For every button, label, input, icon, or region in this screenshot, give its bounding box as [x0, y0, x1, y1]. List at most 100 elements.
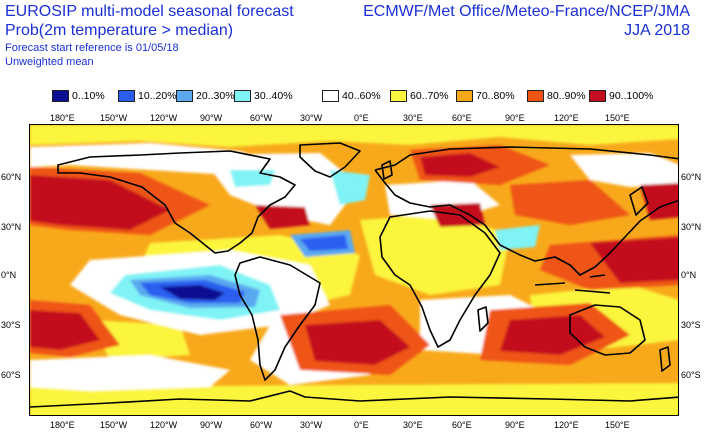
centres-label: ECMWF/Met Office/Meteo-France/NCEP/JMA: [363, 3, 690, 20]
yellow-zone: [30, 383, 678, 415]
lon-tick-label: 150°W: [100, 113, 128, 123]
legend-item: 90..100%: [589, 89, 653, 103]
lon-tick-label: 120°E: [554, 113, 579, 123]
lon-tick-label: 30°E: [403, 113, 423, 123]
lon-tick-label: 120°W: [150, 113, 178, 123]
darkred-zone: [305, 320, 410, 365]
lat-tick-label: 0°N: [681, 270, 697, 280]
legend-swatch: [118, 90, 135, 102]
coast-japan: [629, 186, 649, 216]
lat-tick-label: 60°N: [681, 172, 702, 182]
darkred-zone: [500, 315, 605, 355]
legend-swatch: [527, 90, 544, 102]
yellow-zone: [30, 125, 678, 147]
lon-tick-label: 180°E: [50, 420, 75, 430]
cyan-zone: [330, 170, 370, 205]
lat-tick-label: 30°S: [1, 320, 21, 330]
legend-item: 0..10%: [52, 89, 105, 103]
probability-map: [30, 125, 678, 415]
coast-greenland: [299, 142, 361, 178]
cyan-zone: [230, 170, 275, 187]
coast-indonesia: [534, 274, 611, 294]
cyan-zone: [495, 225, 540, 250]
lon-tick-label: 180°E: [50, 113, 75, 123]
legend-label: 30..40%: [254, 90, 293, 102]
legend-item: 60..70%: [390, 89, 449, 103]
lat-tick-label: 0°N: [1, 270, 17, 280]
legend-swatch: [234, 90, 251, 102]
legend-item: 70..80%: [456, 89, 515, 103]
legend-swatch: [322, 90, 339, 102]
lon-tick-label: 0°E: [354, 420, 369, 430]
lon-tick-label: 90°W: [200, 113, 223, 123]
legend-item: 10..20%: [118, 89, 177, 103]
lat-tick-label: 60°S: [681, 370, 701, 380]
darkred-zone: [30, 175, 170, 230]
lon-tick-label: 120°W: [150, 420, 178, 430]
lon-tick-label: 150°E: [605, 113, 630, 123]
lon-tick-label: 90°E: [505, 113, 525, 123]
lat-tick-label: 60°N: [1, 172, 22, 182]
lon-tick-label: 60°W: [250, 113, 273, 123]
legend-swatch: [456, 90, 473, 102]
lon-tick-label: 90°W: [200, 420, 223, 430]
yellow-zone: [90, 320, 190, 360]
coastlines: [30, 142, 678, 408]
legend-label: 20..30%: [196, 90, 235, 102]
map-panel: [29, 124, 679, 416]
coast-africa: [379, 210, 501, 348]
legend-label: 60..70%: [410, 90, 449, 102]
darkred-zone: [590, 237, 678, 283]
legend-label: 0..10%: [72, 90, 105, 102]
darkred-zone: [30, 310, 100, 350]
lat-tick-label: 30°N: [1, 222, 22, 232]
legend-item: 40..60%: [322, 89, 381, 103]
white-zone: [570, 153, 678, 187]
legend-label: 40..60%: [342, 90, 381, 102]
lon-tick-label: 60°E: [452, 113, 472, 123]
coast-australia: [569, 304, 646, 356]
lon-tick-label: 90°E: [505, 420, 525, 430]
white-zone: [30, 355, 230, 391]
map-title: EUROSIP multi-model seasonal forecast: [5, 3, 294, 20]
lon-tick-label: 0°E: [354, 113, 369, 123]
weighting-note: Unweighted mean: [5, 56, 94, 68]
coast-new-zealand: [659, 346, 671, 372]
legend-label: 70..80%: [476, 90, 515, 102]
lon-tick-label: 30°W: [300, 113, 323, 123]
darkblue-zone: [160, 285, 225, 300]
legend-label: 90..100%: [609, 90, 654, 102]
darkred-zone: [420, 153, 500, 177]
legend-label: 10..20%: [138, 90, 177, 102]
legend-swatch: [176, 90, 193, 102]
lon-tick-label: 30°E: [403, 420, 423, 430]
lat-tick-label: 30°N: [681, 222, 702, 232]
lat-tick-label: 60°S: [1, 370, 21, 380]
legend-swatch: [589, 90, 606, 102]
coast-eurasia: [374, 146, 678, 276]
lon-tick-label: 150°E: [605, 420, 630, 430]
lon-tick-label: 60°W: [250, 420, 273, 430]
lon-tick-label: 120°E: [554, 420, 579, 430]
blue-zone: [300, 235, 348, 251]
coast-british-isles: [381, 160, 393, 180]
darkred-zone: [255, 205, 310, 229]
lon-tick-label: 150°W: [100, 420, 128, 430]
forecast-reference: Forecast start reference is 01/05/18: [5, 42, 179, 54]
lon-tick-label: 30°W: [300, 420, 323, 430]
legend-item: 30..40%: [234, 89, 293, 103]
legend-swatch: [52, 90, 69, 102]
lat-tick-label: 30°S: [681, 320, 701, 330]
coast-south-america: [234, 256, 321, 381]
map-subtitle: Prob(2m temperature > median): [5, 22, 234, 39]
legend-item: 20..30%: [176, 89, 235, 103]
coast-antarctica: [30, 390, 678, 408]
coast-madagascar: [477, 306, 489, 332]
lon-tick-label: 60°E: [452, 420, 472, 430]
redorange-zone: [510, 180, 630, 225]
yellow-zone: [360, 213, 510, 295]
legend-swatch: [390, 90, 407, 102]
darkred-zone: [640, 183, 678, 220]
season-label: JJA 2018: [624, 22, 690, 39]
legend-label: 80..90%: [547, 90, 586, 102]
